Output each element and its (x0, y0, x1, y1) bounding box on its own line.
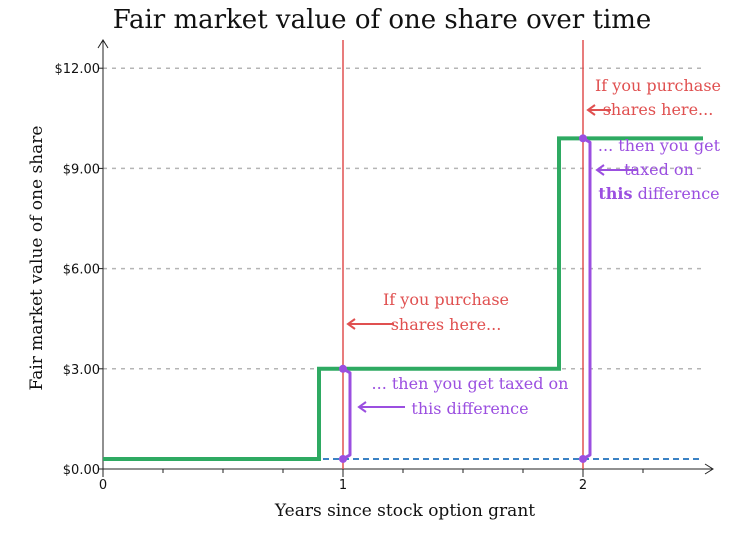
difference-top-point (579, 134, 587, 143)
annotation-line: this difference (411, 399, 528, 418)
chart-marks (103, 40, 703, 469)
difference-bottom-point (339, 454, 347, 463)
annotation-line: shares here... (391, 315, 502, 334)
annotation-line: shares here... (603, 100, 714, 119)
y-axis-title: Fair market value of one share (27, 126, 47, 391)
axes (97, 39, 714, 477)
y-tick-label: $9.00 (63, 162, 100, 177)
annotation-line: ... then you get taxed on (372, 374, 569, 393)
annotation-line: If you purchase (383, 290, 509, 309)
annotations: If you purchase shares here... ... then yo… (346, 76, 721, 418)
difference-top-point (339, 364, 347, 373)
annotation-arrowhead (346, 318, 356, 330)
difference-bottom-point (579, 454, 587, 463)
annotation-arrowhead (357, 401, 367, 413)
taxed-difference-bracket (342, 367, 352, 461)
chart-title: Fair market value of one share over time (113, 5, 652, 35)
annotation-line: this difference (598, 184, 719, 203)
x-axis-arrow (704, 463, 714, 475)
annotation-arrowhead (586, 104, 596, 116)
x-tick-label: 2 (579, 478, 587, 493)
annotation-line: ... then you get (598, 136, 721, 155)
y-tick-label: $12.00 (55, 62, 101, 77)
taxed-difference-bracket (582, 137, 592, 461)
y-tick-label: $0.00 (63, 463, 100, 478)
y-tick-label: $6.00 (63, 263, 100, 278)
annotation-line: If you purchase (595, 76, 721, 95)
annotation-arrowhead (595, 164, 605, 176)
annotation-line: taxed on (624, 160, 694, 179)
tick-labels: $0.00 $3.00 $6.00 $9.00 $12.00 0 1 2 (55, 62, 588, 493)
x-tick-label: 1 (339, 478, 347, 493)
x-axis-title: Years since stock option grant (274, 501, 535, 521)
x-tick-label: 0 (99, 478, 107, 493)
y-tick-label: $3.00 (63, 363, 100, 378)
y-axis-arrow (97, 39, 109, 49)
